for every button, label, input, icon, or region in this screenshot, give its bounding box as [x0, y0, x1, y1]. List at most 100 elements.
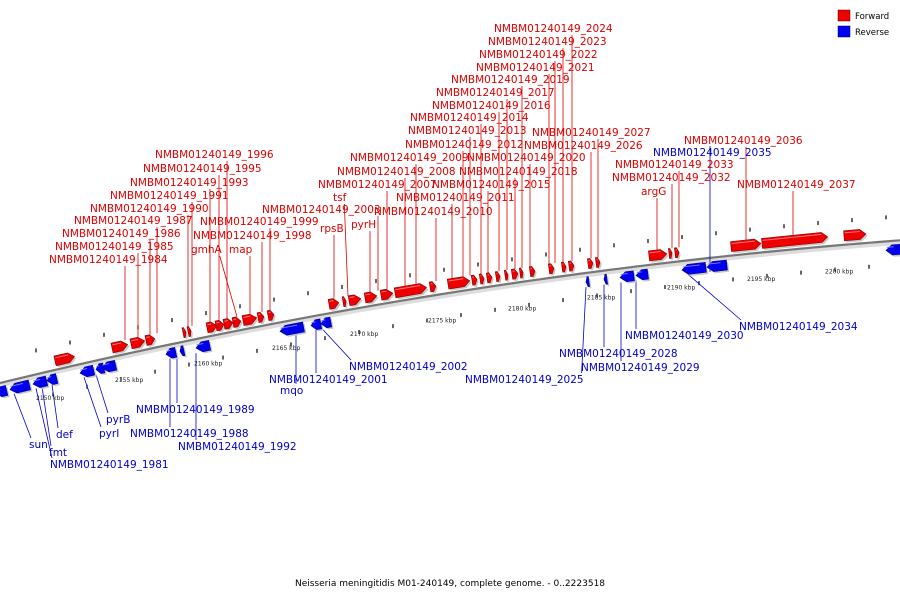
- forward-gene-label: NMBM01240149_2003: [262, 204, 381, 216]
- forward-gene-arrow: [470, 274, 479, 288]
- reverse-gene-arrow: [179, 345, 187, 358]
- forward-gene-arrow: [231, 316, 243, 330]
- leader-line: [35, 388, 53, 459]
- forward-gene-label: NMBM01240149_1999: [200, 216, 319, 228]
- forward-gene-label: NMBM01240149_1995: [143, 163, 262, 175]
- forward-gene-arrow: [510, 268, 520, 282]
- forward-gene-label: NMBM01240149_2033: [615, 159, 734, 171]
- forward-gene-label: NMBM01240149_2007: [318, 179, 437, 191]
- forward-gene-label: NMBM01240149_2026: [524, 140, 643, 152]
- forward-gene-label: rpsB: [320, 223, 344, 235]
- forward-gene-label: NMBM01240149_1985: [55, 241, 174, 253]
- forward-gene-label: NMBM01240149_2013: [408, 125, 527, 137]
- forward-gene-arrow: [363, 291, 379, 305]
- reverse-gene-label: NMBM01240149_2001: [269, 374, 388, 386]
- tick-label: 2190 kbp: [667, 285, 695, 292]
- forward-gene-arrow: [393, 283, 429, 300]
- forward-gene-arrow: [730, 238, 763, 254]
- leader-line: [219, 255, 238, 317]
- reverse-gene-label: pyrI: [99, 428, 119, 440]
- tick-label: 2165 kbp: [272, 345, 300, 352]
- forward-gene-arrow: [241, 313, 259, 328]
- forward-gene-arrow: [567, 260, 576, 273]
- forward-gene-arrow: [222, 318, 235, 331]
- figure-caption: Neisseria meningitidis M01-240149, compl…: [294, 579, 606, 589]
- forward-gene-label: NMBM01240149_2017: [436, 87, 555, 99]
- forward-gene-arrow: [674, 247, 681, 260]
- forward-gene-label: NMBM01240149_2011: [396, 192, 515, 204]
- forward-gene-label: NMBM01240149_2014: [410, 112, 529, 124]
- reverse-gene-arrow: [885, 244, 900, 257]
- tick-label: 2195 kbp: [747, 276, 775, 283]
- forward-gene-arrow: [144, 334, 157, 348]
- forward-gene-arrow: [595, 257, 602, 270]
- reverse-gene-arrow: [706, 259, 730, 274]
- reverse-gene-arrow: [310, 318, 324, 332]
- leader-line: [95, 374, 109, 414]
- forward-gene-arrow: [503, 269, 510, 283]
- tick-label: 2180 kbp: [508, 305, 536, 312]
- leader-line: [41, 386, 52, 447]
- reverse-gene-label: sun: [29, 439, 48, 451]
- forward-gene-label: NMBM01240149_2023: [488, 36, 607, 48]
- forward-gene-arrow: [266, 309, 276, 323]
- forward-gene-label: NMBM01240149_1990: [90, 203, 209, 215]
- reverse-gene-label: NMBM01240149_2028: [559, 348, 678, 360]
- forward-gene-arrow: [528, 266, 537, 279]
- forward-gene-label: NMBM01240149_2018: [459, 166, 578, 178]
- tick-label: 2150 kbp: [36, 395, 64, 402]
- tick-label: 2160 kbp: [194, 360, 222, 367]
- forward-gene-arrow: [214, 319, 226, 333]
- legend-reverse-swatch: [837, 25, 851, 38]
- forward-gene-label: NMBM01240149_1996: [155, 149, 274, 161]
- forward-gene-arrow: [843, 229, 868, 243]
- forward-gene-label: NMBM01240149_2020: [467, 152, 586, 164]
- forward-gene-label: NMBM01240149_2008: [337, 166, 456, 178]
- tick-label: 2170 kbp: [350, 331, 378, 338]
- backbone-line: [0, 239, 900, 385]
- forward-gene-arrow: [186, 326, 193, 339]
- reverse-gene-label: NMBM01240149_1989: [136, 404, 255, 416]
- tick-label: 2155 kbp: [115, 377, 143, 384]
- reverse-gene-label: NMBM01240149_2030: [625, 330, 744, 342]
- forward-gene-arrow: [547, 263, 556, 276]
- reverse-gene-label: fmt: [49, 447, 67, 459]
- reverse-gene-arrow: [195, 339, 213, 354]
- leader-line: [581, 286, 587, 374]
- reverse-gene-label: NMBM01240149_2034: [739, 321, 858, 333]
- forward-gene-label: map: [229, 244, 253, 256]
- forward-gene-label: NMBM01240149_1987: [74, 215, 193, 227]
- forward-gene-label: gmhA: [191, 244, 223, 256]
- leader-line: [321, 328, 352, 361]
- reverse-gene-arrow: [619, 270, 637, 284]
- genome-backbone: [0, 239, 900, 388]
- forward-gene-arrow: [761, 232, 830, 251]
- reverse-gene-arrow: [101, 359, 119, 374]
- reverse-gene-arrow: [585, 276, 592, 289]
- leader-line: [51, 384, 59, 429]
- forward-gene-label: pyrH: [351, 219, 376, 231]
- forward-gene-arrow: [341, 296, 348, 309]
- forward-gene-label: NMBM01240149_2022: [479, 49, 598, 61]
- tick-label: 2175 kbp: [428, 318, 456, 325]
- forward-gene-arrow: [518, 267, 525, 280]
- forward-gene-arrow: [446, 276, 472, 291]
- legend: Forward Reverse: [837, 9, 889, 38]
- gene-arrows: [0, 229, 900, 399]
- forward-gene-arrow: [347, 294, 363, 308]
- forward-gene-label: tsf: [333, 192, 347, 204]
- forward-gene-arrow: [494, 271, 502, 284]
- leader-line: [83, 377, 102, 428]
- reverse-gene-arrow: [635, 268, 651, 282]
- reverse-gene-arrow: [681, 261, 709, 277]
- forward-gene-label: NMBM01240149_1991: [110, 190, 229, 202]
- legend-forward-label: Forward: [855, 12, 889, 22]
- reverse-gene-label: NMBM01240149_2025: [465, 374, 584, 386]
- forward-gene-label: NMBM01240149_2009: [350, 152, 469, 164]
- forward-gene-label: NMBM01240149_1984: [49, 254, 168, 266]
- forward-gene-label: NMBM01240149_2036: [684, 135, 803, 147]
- forward-gene-arrow: [587, 258, 595, 271]
- forward-gene-label: NMBM01240149_2010: [374, 206, 493, 218]
- forward-gene-label: NMBM01240149_2032: [612, 172, 731, 184]
- tick-label: 2185 kbp: [587, 295, 615, 302]
